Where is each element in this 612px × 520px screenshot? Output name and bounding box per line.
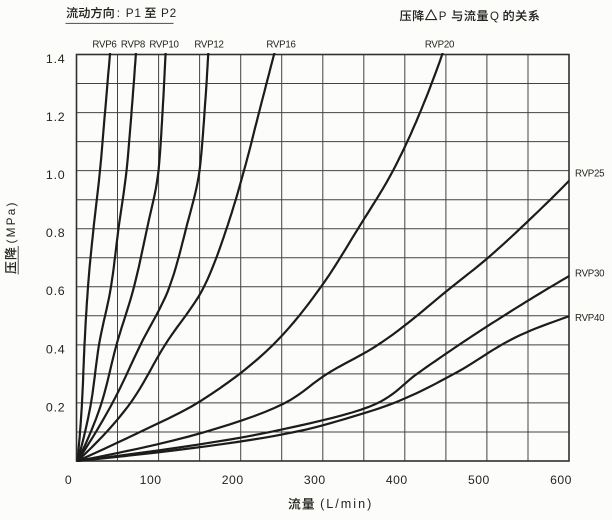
svg-text:0.4: 0.4 bbox=[46, 342, 66, 356]
svg-text:300: 300 bbox=[304, 473, 326, 487]
svg-text:(L/min): (L/min) bbox=[320, 497, 373, 511]
svg-text:1.0: 1.0 bbox=[46, 168, 66, 182]
svg-text:P: P bbox=[439, 11, 447, 23]
svg-text:100: 100 bbox=[140, 473, 162, 487]
svg-text:400: 400 bbox=[386, 473, 408, 487]
svg-text::: : bbox=[117, 8, 120, 20]
svg-text:RVP30: RVP30 bbox=[575, 268, 605, 279]
svg-text:0.2: 0.2 bbox=[46, 400, 66, 414]
svg-text:RVP10: RVP10 bbox=[149, 40, 179, 51]
svg-text:RVP25: RVP25 bbox=[575, 169, 604, 180]
svg-text:600: 600 bbox=[550, 473, 572, 487]
svg-text:RVP20: RVP20 bbox=[425, 40, 455, 51]
svg-text:RVP12: RVP12 bbox=[194, 40, 223, 51]
svg-text:500: 500 bbox=[468, 473, 490, 487]
svg-text:200: 200 bbox=[222, 473, 244, 487]
svg-text:P1: P1 bbox=[126, 6, 142, 20]
svg-text:0.6: 0.6 bbox=[46, 284, 66, 298]
svg-text:0: 0 bbox=[65, 473, 72, 487]
svg-text:(MPa): (MPa) bbox=[4, 200, 18, 243]
svg-text:RVP40: RVP40 bbox=[575, 313, 605, 324]
svg-text:P2: P2 bbox=[161, 6, 177, 20]
svg-text:1.4: 1.4 bbox=[46, 52, 66, 66]
svg-text:Q: Q bbox=[490, 11, 499, 23]
svg-text:RVP6: RVP6 bbox=[92, 40, 116, 51]
svg-text:RVP16: RVP16 bbox=[266, 40, 295, 51]
svg-text:RVP8: RVP8 bbox=[121, 40, 145, 51]
svg-text:1.2: 1.2 bbox=[46, 110, 66, 124]
svg-text:0.8: 0.8 bbox=[46, 226, 66, 240]
